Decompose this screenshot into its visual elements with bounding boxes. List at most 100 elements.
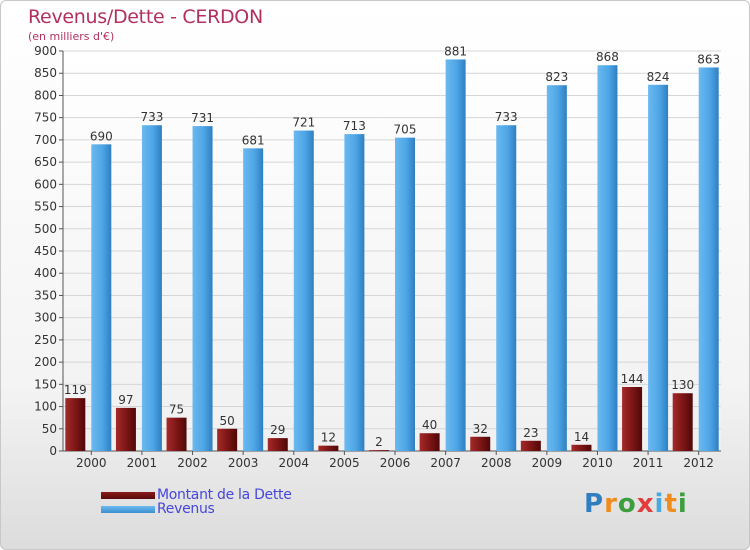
x-tick-label: 2010 [582,456,613,470]
y-tick-label: 150 [34,377,57,391]
y-tick-label: 350 [34,288,57,302]
data-label-revenus: 705 [394,123,417,137]
bar-revenus [192,126,213,451]
x-tick-label: 2012 [683,456,714,470]
labels: 119 690 97 733 75 731 50 681 29 721 12 713 2 705 40 881… [64,44,720,449]
y-tick-label: 700 [34,133,57,147]
logo-letter: i [677,489,688,519]
bar-dette [622,387,643,451]
x-tick-label: 2005 [329,456,360,470]
bar-dette [369,450,389,451]
legend-item-revenus: Revenus [101,501,215,517]
axes: 0501001502002503003504004505005506006507… [34,44,721,470]
data-label-dette: 14 [574,430,589,444]
legend-label-dette: Montant de la Dette [157,487,292,503]
bar-dette [65,398,86,451]
bar-revenus [597,65,618,451]
bar-revenus [496,125,517,451]
logo-letter: P [584,489,605,519]
y-tick-label: 250 [34,333,57,347]
y-tick-label: 50 [42,422,57,436]
bar-revenus [648,84,669,452]
bar-revenus [293,130,314,452]
x-tick-label: 2003 [228,456,259,470]
x-tick-label: 2011 [633,456,664,470]
y-tick-label: 0 [49,444,57,458]
logo-letter: o [617,489,637,519]
data-label-dette: 12 [321,431,336,445]
logo-letter: r [604,489,618,519]
chart-subtitle: (en milliers d'€) [28,30,115,43]
y-tick-label: 900 [34,44,57,58]
data-label-revenus: 731 [191,111,214,125]
y-tick-label: 500 [34,222,57,236]
data-label-revenus: 881 [444,44,467,58]
data-label-dette: 2 [375,435,383,449]
logo-letter: t [664,489,678,519]
data-label-dette: 144 [621,372,644,386]
x-tick-label: 2004 [278,456,309,470]
x-tick-label: 2007 [430,456,461,470]
proxiti-logo: Proxiti [584,489,688,519]
y-tick-label: 100 [34,400,57,414]
logo-letter: x [636,489,655,519]
data-label-revenus: 713 [343,119,366,133]
data-label-revenus: 733 [140,110,163,124]
y-tick-label: 850 [34,66,57,80]
bar-dette [571,444,592,451]
y-tick-label: 400 [34,266,57,280]
bar-dette [419,433,440,451]
x-tick-label: 2001 [127,456,158,470]
data-label-dette: 29 [270,423,285,437]
y-tick-label: 550 [34,200,57,214]
bar-revenus [546,85,567,451]
x-tick-label: 2006 [380,456,411,470]
data-label-dette: 75 [169,403,184,417]
legend-swatch-revenus [101,505,155,513]
bars [65,59,719,452]
data-label-dette: 130 [671,378,694,392]
y-tick-label: 750 [34,111,57,125]
data-label-dette: 23 [523,426,538,440]
bar-dette [115,407,136,451]
bar-revenus [344,134,365,451]
data-label-revenus: 733 [495,110,518,124]
data-label-revenus: 690 [90,129,113,143]
bar-dette [672,393,693,451]
data-label-revenus: 721 [292,116,315,130]
bar-dette [267,438,288,451]
bar-dette [166,417,187,451]
data-label-revenus: 868 [596,50,619,64]
x-tick-label: 2008 [481,456,512,470]
logo-letter: i [654,489,665,519]
bar-dette [470,436,491,451]
y-tick-label: 800 [34,88,57,102]
legend-swatch-dette [101,491,155,499]
y-tick-label: 300 [34,311,57,325]
data-label-revenus: 863 [697,52,720,66]
y-tick-label: 600 [34,177,57,191]
chart-title: Revenus/Dette - CERDON [28,6,263,28]
data-label-dette: 50 [220,414,235,428]
data-label-dette: 40 [422,418,437,432]
data-label-dette: 32 [473,422,488,436]
data-label-revenus: 824 [647,70,670,84]
y-tick-label: 650 [34,155,57,169]
x-tick-label: 2002 [177,456,208,470]
bar-revenus [243,148,264,452]
x-tick-label: 2009 [532,456,563,470]
data-label-revenus: 823 [545,70,568,84]
y-tick-label: 200 [34,355,57,369]
bar-revenus [445,59,466,451]
legend-label-revenus: Revenus [157,501,215,517]
data-label-dette: 119 [64,383,87,397]
bar-revenus [698,67,719,451]
bar-revenus [91,144,112,452]
x-tick-label: 2000 [76,456,107,470]
bar-dette [318,445,339,451]
legend-item-dette: Montant de la Dette [101,487,292,503]
data-label-revenus: 681 [242,133,265,147]
bar-dette [520,440,541,451]
